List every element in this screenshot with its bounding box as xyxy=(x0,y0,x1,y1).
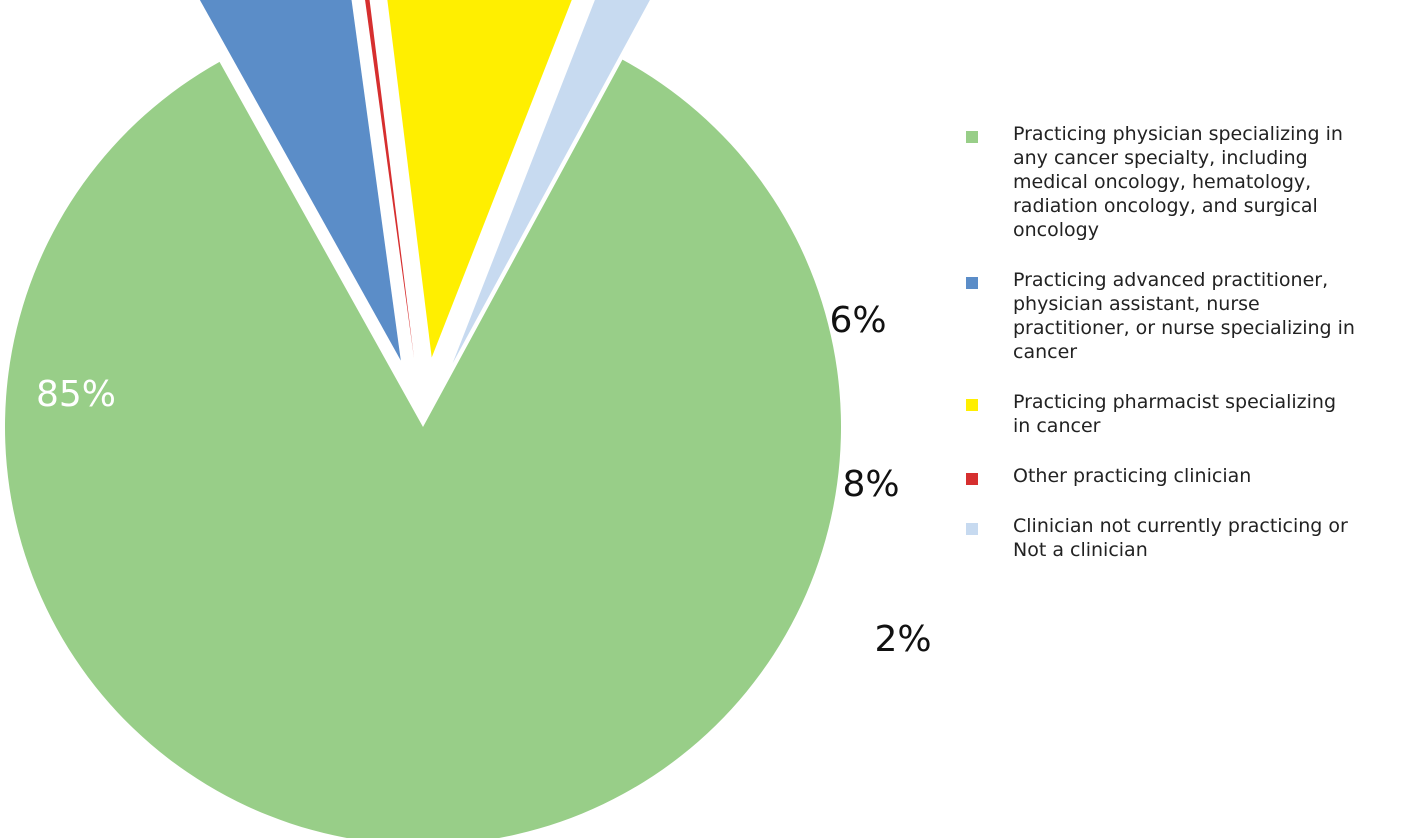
data-label-advanced-practitioner: 6% xyxy=(829,300,886,341)
pie-slice-not-practicing xyxy=(452,0,650,364)
pie-slice-pharmacist xyxy=(387,0,572,358)
legend-swatch-other-clinician xyxy=(966,473,978,485)
legend-label-other-clinician: Other practicing clinician xyxy=(1013,465,1252,487)
legend-label-pharmacist: Practicing pharmacist specializing in ca… xyxy=(1013,391,1337,437)
legend-item-advanced-practitioner: Practicing advanced practitioner, physic… xyxy=(966,268,1396,364)
legend-item-other-clinician: Other practicing clinician xyxy=(966,464,1396,488)
legend-label-physician: Practicing physician specializing in any… xyxy=(1013,123,1343,241)
data-label-physician: 85% xyxy=(36,374,116,415)
data-label-not-practicing: 2% xyxy=(874,619,931,660)
data-label-pharmacist: 8% xyxy=(842,464,899,505)
legend-item-not-practicing: Clinician not currently practicing or No… xyxy=(966,514,1396,562)
pie-slice-physician xyxy=(5,59,841,838)
legend-swatch-pharmacist xyxy=(966,399,978,411)
legend-swatch-not-practicing xyxy=(966,523,978,535)
chart-legend: Practicing physician specializing in any… xyxy=(966,122,1396,588)
pie-slice-other-clinician xyxy=(365,0,414,358)
legend-swatch-physician xyxy=(966,131,978,143)
legend-swatch-advanced-practitioner xyxy=(966,277,978,289)
legend-item-physician: Practicing physician specializing in any… xyxy=(966,122,1396,242)
pie-slice-advanced-practitioner xyxy=(199,0,401,361)
legend-item-pharmacist: Practicing pharmacist specializing in ca… xyxy=(966,390,1396,438)
legend-label-not-practicing: Clinician not currently practicing or No… xyxy=(1013,515,1348,561)
legend-label-advanced-practitioner: Practicing advanced practitioner, physic… xyxy=(1013,269,1355,363)
